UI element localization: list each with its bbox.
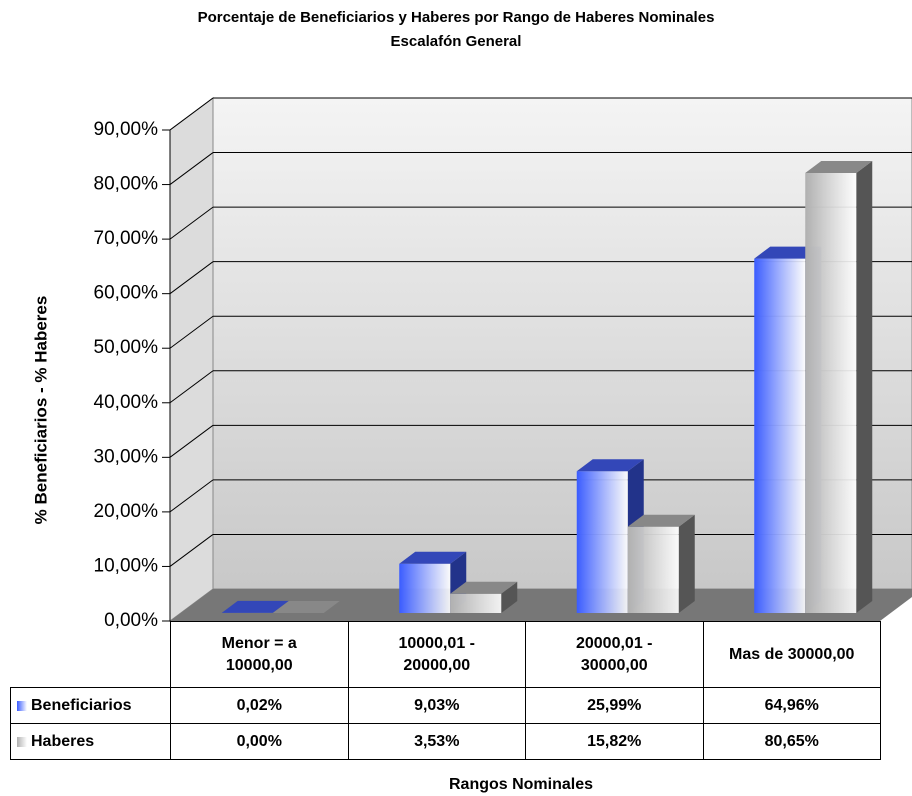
y-tick-label: 40,00% [94, 392, 159, 413]
legend-swatch [17, 736, 27, 747]
grid-line [169, 315, 214, 349]
bar [272, 601, 340, 613]
bar-side [501, 581, 518, 613]
bar-front [805, 173, 857, 613]
y-tick-label: 90,00% [94, 119, 159, 140]
floor [170, 589, 912, 621]
legend-entry: Haberes [10, 723, 171, 760]
bar-side [272, 600, 289, 613]
data-label: 80,65% [702, 723, 881, 760]
y-tick-label: 70,00% [94, 228, 159, 249]
y-tick-label: 20,00% [94, 501, 159, 522]
x-axis-label: Rangos Nominales [449, 776, 593, 793]
grid-line [169, 152, 214, 185]
bar-front [450, 593, 502, 613]
bar-front [399, 563, 451, 613]
bar-front [576, 471, 628, 613]
bar [627, 514, 695, 613]
bar [450, 581, 518, 613]
data-label: 25,99% [525, 687, 704, 724]
bar-top [805, 161, 873, 174]
bar [221, 600, 289, 613]
y-tick-label: 10,00% [94, 555, 159, 576]
bar-top [221, 600, 289, 613]
data-label: 0,02% [170, 687, 349, 724]
category-label: Mas de 30000,00 [702, 621, 881, 688]
legend-entry: Beneficiarios [10, 687, 171, 724]
bar-top [450, 581, 518, 594]
y-tick-label: 80,00% [94, 174, 159, 195]
bar-front [627, 526, 679, 613]
data-label: 15,82% [525, 723, 704, 760]
y-tick-label: 60,00% [94, 283, 159, 304]
legend-label: Haberes [31, 732, 95, 750]
bar-top [272, 601, 340, 613]
y-tick-label: 30,00% [94, 446, 159, 467]
grid-line [169, 261, 214, 295]
data-label: 0,00% [170, 723, 349, 760]
grid-line [169, 479, 214, 513]
y-tick-label: 50,00% [94, 337, 159, 358]
grid-line [169, 424, 214, 458]
category-label: 10000,01 - 20000,00 [347, 621, 526, 688]
category-label: Menor = a 10000,00 [170, 621, 349, 688]
chart-subtitle: Escalafón General [391, 33, 522, 50]
grid-line [169, 97, 214, 131]
bar-top [754, 246, 822, 259]
data-label: 9,03% [347, 687, 526, 724]
chart-title: Porcentaje de Beneficiarios y Haberes po… [198, 9, 715, 26]
bar-top [627, 514, 695, 527]
legend-swatch [17, 700, 27, 711]
y-tick-label: 0,00% [104, 610, 158, 631]
bar-side [856, 161, 873, 613]
grid-line [169, 534, 214, 567]
bar [805, 161, 873, 613]
bar-front [754, 258, 806, 613]
data-label: 64,96% [702, 687, 881, 724]
bar-top [576, 459, 644, 472]
side-wall [169, 97, 214, 622]
legend-label: Beneficiarios [31, 696, 132, 714]
bar-side [678, 514, 695, 613]
bar-top [399, 551, 467, 564]
category-label: 20000,01 - 30000,00 [525, 621, 704, 688]
grid-line [169, 206, 214, 240]
grid-line [169, 370, 214, 404]
data-label: 3,53% [347, 723, 526, 760]
y-axis-label: % Beneficiarios - % Haberes [31, 296, 50, 525]
